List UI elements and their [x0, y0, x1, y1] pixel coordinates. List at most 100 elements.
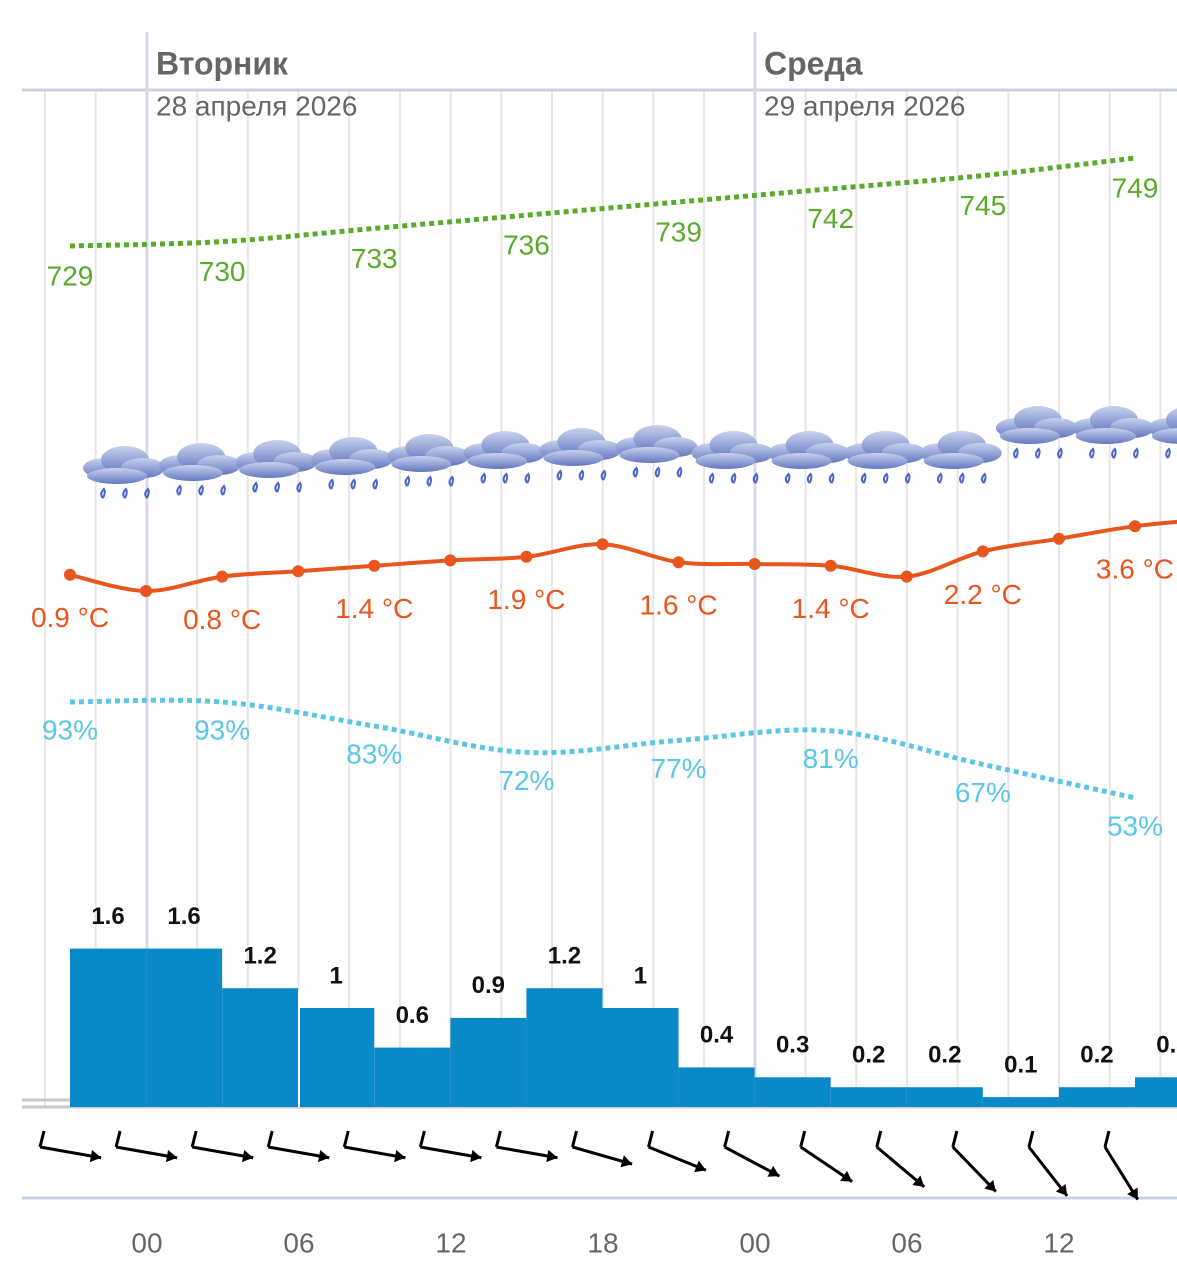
- temperature-label: 1.4 °C: [792, 593, 870, 624]
- temperature-label: 1.6 °C: [639, 590, 717, 621]
- rain-drop: [981, 472, 987, 484]
- wind-barb: [190, 1130, 198, 1148]
- precipitation-label: 1: [634, 962, 647, 989]
- rain-drop: [632, 466, 639, 478]
- wind-arrow: [266, 1130, 330, 1163]
- temperature-label: 1.4 °C: [335, 593, 413, 624]
- pressure-label: 729: [47, 260, 94, 291]
- cloud: [619, 447, 680, 463]
- temperature-point: [596, 538, 609, 551]
- weather-icon: [843, 431, 926, 484]
- pressure-label: 742: [807, 203, 854, 234]
- wind-barb: [1103, 1130, 1111, 1148]
- humidity-label: 67%: [955, 777, 1011, 808]
- time-label: 06: [891, 1227, 922, 1258]
- rain-drop: [220, 484, 226, 496]
- humidity-label: 83%: [346, 738, 402, 769]
- rain-drop: [959, 472, 965, 484]
- rain-drop: [752, 472, 759, 484]
- wind-shaft: [572, 1145, 633, 1166]
- temperature-point: [444, 554, 457, 567]
- wind-shaft: [647, 1145, 707, 1172]
- time-label: 00: [131, 1227, 162, 1258]
- wind-arrow: [114, 1130, 178, 1163]
- cloud: [695, 453, 756, 469]
- pressure-label: 749: [1112, 172, 1159, 203]
- temperature-point: [368, 559, 381, 572]
- wind-head: [1127, 1187, 1138, 1200]
- wind-head: [470, 1149, 482, 1163]
- wind-arrow: [647, 1130, 707, 1173]
- cloud: [391, 456, 452, 472]
- cloud: [771, 453, 832, 469]
- precipitation-label: 0.3: [1156, 1032, 1177, 1059]
- precipitation-label: 0.3: [776, 1032, 809, 1059]
- cloud: [923, 453, 984, 469]
- temperature-label: 1.9 °C: [487, 584, 565, 615]
- temperature-point: [1128, 520, 1141, 533]
- pressure-label: 745: [959, 190, 1006, 221]
- wind-shaft: [420, 1145, 482, 1160]
- cloud: [1165, 408, 1177, 432]
- wind-barb: [1027, 1130, 1035, 1148]
- precipitation-label: 0.2: [928, 1042, 961, 1069]
- rain-drop: [1089, 447, 1095, 459]
- day-name: Среда: [764, 45, 863, 81]
- weather-icon: [615, 425, 698, 478]
- rain-drop: [448, 475, 455, 487]
- chart-area: Вторник 28 апреля 2026 Среда 29 апреля 2026…: [22, 32, 1177, 1258]
- temperature-point: [900, 570, 913, 583]
- wind-arrow: [418, 1130, 482, 1163]
- wind-shaft: [39, 1145, 102, 1160]
- wind-head: [241, 1149, 254, 1163]
- temperature-point: [292, 565, 305, 578]
- day-date: 29 апреля 2026: [764, 90, 965, 121]
- wind-shaft: [951, 1145, 997, 1193]
- temperature-line: [69, 519, 1177, 594]
- wind-shaft: [115, 1145, 178, 1160]
- precipitation-bar: [146, 948, 223, 1107]
- day-date: 28 апреля 2026: [156, 90, 357, 121]
- time-label: 12: [1043, 1227, 1074, 1258]
- wind-head: [89, 1149, 102, 1163]
- temperature-point: [520, 550, 533, 563]
- temperature-point: [672, 556, 685, 569]
- temperature-point: [216, 570, 229, 583]
- wind-arrow: [723, 1130, 781, 1178]
- wind-barb: [571, 1130, 578, 1148]
- pressure-label: 733: [351, 243, 398, 274]
- humidity-label: 93%: [194, 714, 250, 745]
- wind-head: [694, 1160, 707, 1173]
- cloud: [1075, 428, 1136, 444]
- humidity-label: 72%: [498, 765, 554, 796]
- precipitation-bar: [906, 1087, 983, 1107]
- cloud: [999, 428, 1060, 444]
- weather-icon: [919, 431, 1002, 484]
- day-name: Вторник: [156, 45, 289, 81]
- weather-icon: [767, 431, 850, 484]
- weather-icon: [539, 428, 622, 481]
- temperature-point: [64, 568, 76, 581]
- temperature-point: [748, 558, 761, 570]
- wind-barb: [38, 1130, 46, 1148]
- rain-drop: [524, 472, 531, 484]
- cloud: [315, 459, 376, 475]
- weather-icon: [159, 443, 242, 496]
- rain-drop: [828, 472, 835, 484]
- pressure-line: [69, 155, 1136, 249]
- weather-icon: [387, 434, 470, 487]
- wind-shaft: [344, 1145, 406, 1160]
- rain-drop: [654, 466, 661, 478]
- cloud: [87, 468, 147, 484]
- wind-barb: [418, 1130, 426, 1148]
- wind-arrow: [1027, 1130, 1069, 1197]
- precipitation-bar: [298, 1008, 375, 1107]
- precipitation-label: 0.2: [852, 1042, 885, 1069]
- wind-shaft: [1027, 1146, 1069, 1197]
- precipitation-bar: [526, 988, 603, 1107]
- time-label: 18: [587, 1227, 618, 1258]
- humidity-label: 93%: [42, 714, 98, 745]
- precipitation-bar: [830, 1087, 907, 1107]
- wind-barb: [799, 1130, 807, 1148]
